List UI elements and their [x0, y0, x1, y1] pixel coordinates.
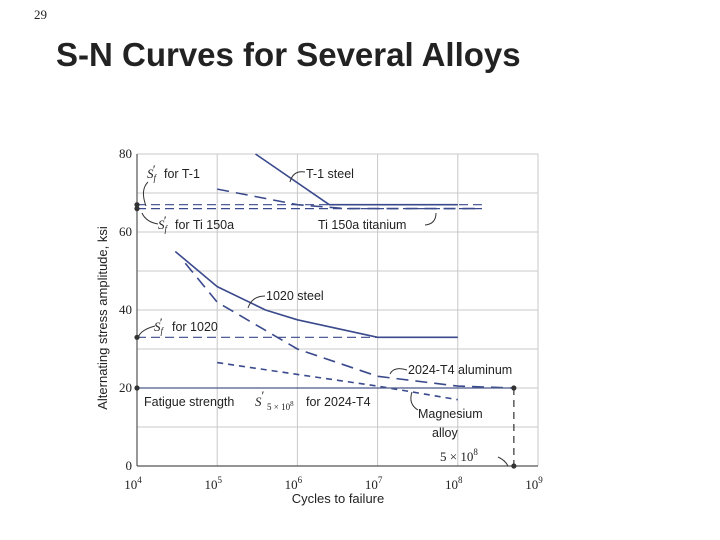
svg-text:Sf′: Sf′ [154, 315, 165, 336]
endpoint-dot [134, 206, 140, 212]
leader-ti-titanium [424, 212, 437, 226]
y-tick-label: 80 [119, 146, 132, 161]
svg-text:S′: S′ [255, 388, 265, 409]
t1-steel-label: T-1 steel [306, 167, 354, 181]
leader-magnesium [410, 391, 419, 411]
leader-t1-steel [289, 171, 306, 183]
x-tick-label: 109 [525, 475, 543, 492]
annotation-sf-t1: Sf′ for T-1 [147, 162, 200, 183]
slide-number: 29 [34, 7, 47, 22]
marker-layer [134, 202, 517, 469]
endpoint-dot [134, 385, 140, 391]
svg-text:Sf′: Sf′ [158, 213, 169, 234]
leader-sf-t1 [142, 181, 149, 207]
leader-sf-ti [141, 212, 159, 225]
sf-1020-label: for 1020 [172, 320, 218, 334]
x-tick-label: 106 [285, 475, 303, 492]
leader-1020 [247, 295, 266, 309]
steel-1020-label: 1020 steel [266, 289, 324, 303]
y-tick-label: 20 [119, 380, 132, 395]
aluminum-label: 2024-T4 aluminum [408, 363, 512, 377]
y-axis-title: Alternating stress amplitude, ksi [95, 226, 110, 410]
x-tick-label: 105 [204, 475, 222, 492]
series-al-2024-t4 [184, 262, 514, 389]
fatigue-for-label: for 2024-T4 [306, 395, 371, 409]
slide-title: S-N Curves for Several Alloys [56, 36, 521, 73]
sf-prime: ′ [152, 162, 155, 177]
annotation-leaders [137, 171, 509, 467]
y-tick-label: 0 [126, 458, 133, 473]
sf-symbol: S [147, 166, 154, 181]
series-layer [137, 153, 514, 401]
magnesium-label-2: alloy [432, 426, 458, 440]
fatigue-strength-label: Fatigue strength [144, 395, 234, 409]
endpoint-dot [134, 202, 140, 208]
leader-5e8 [497, 456, 509, 467]
x-tick-label: 107 [365, 475, 383, 492]
ti-titanium-label: Ti 150a titanium [318, 218, 406, 232]
x-tick-label: 104 [124, 475, 142, 492]
annotation-sf-1020: Sf′ for 1020 [154, 315, 218, 336]
sf-ti-label: for Ti 150a [175, 218, 234, 232]
leader-aluminum [389, 368, 408, 375]
y-tick-label: 60 [119, 224, 132, 239]
endpoint-dot [511, 463, 517, 469]
endpoint-dot [511, 385, 517, 391]
leader-sf-1020 [137, 325, 156, 339]
x-axis-title: Cycles to failure [292, 491, 384, 506]
axes: 0 20 40 60 80 104 105 106 107 108 109 [119, 146, 543, 492]
sf-subscript: f [154, 173, 158, 183]
y-tick-label: 40 [119, 302, 132, 317]
sf-t1-label: for T-1 [164, 167, 200, 181]
annotation-sf-ti: Sf′ for Ti 150a [158, 213, 234, 234]
svg-text:5 × 108: 5 × 108 [267, 400, 294, 412]
series-magnesium [217, 361, 458, 401]
series-t1-steel [255, 153, 458, 206]
x-tick-label: 108 [445, 475, 463, 492]
annotation-fatigue-strength: Fatigue strength S′ 5 × 108 for 2024-T4 [144, 388, 371, 412]
cycles-5e8-label: 5 × 108 [440, 447, 478, 464]
series-ti-150a [217, 188, 482, 210]
svg-text:Sf′: Sf′ [147, 162, 158, 183]
magnesium-label-1: Magnesium [418, 407, 483, 421]
